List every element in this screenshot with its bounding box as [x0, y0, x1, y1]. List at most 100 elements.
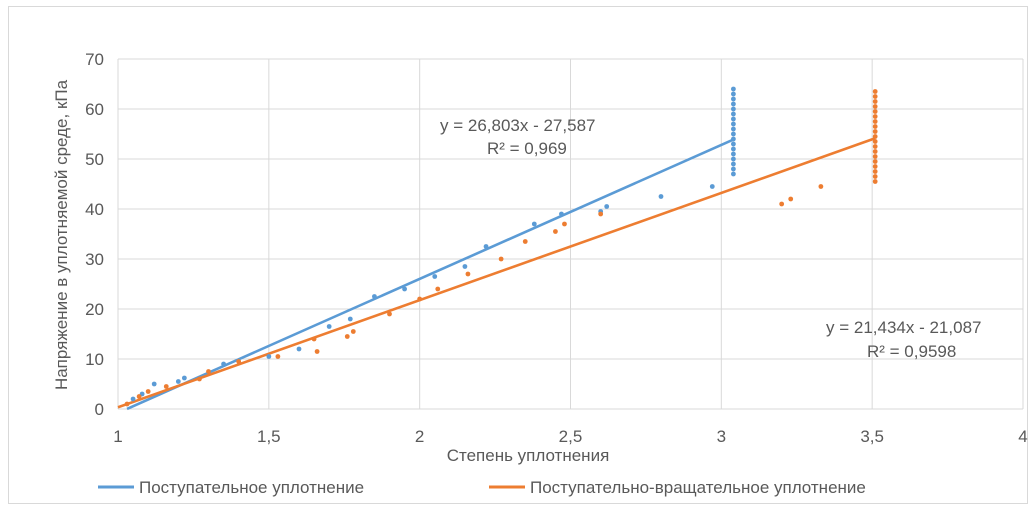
- data-point-series-2: [197, 376, 202, 382]
- data-point-series-2: [522, 239, 528, 244]
- y-tick-label: 40: [85, 200, 104, 219]
- data-point-series-1: [221, 361, 226, 367]
- data-point-series-1: [731, 121, 736, 127]
- data-point-series-2: [872, 159, 878, 164]
- trendline-series-2: [117, 137, 876, 409]
- data-point-series-2: [206, 369, 211, 374]
- data-point-series-2: [498, 256, 504, 262]
- data-point-series-2: [387, 311, 392, 317]
- data-point-series-2: [598, 211, 604, 217]
- data-point-series-1: [462, 264, 468, 269]
- data-point-series-2: [872, 139, 878, 144]
- x-axis-title: Степень уплотнения: [447, 446, 610, 465]
- data-point-series-1: [731, 151, 736, 157]
- data-point-series-1: [731, 91, 736, 97]
- x-tick-label: 4: [1018, 427, 1027, 446]
- data-point-series-1: [731, 136, 736, 142]
- data-point-series-1: [347, 316, 353, 322]
- data-point-series-1: [266, 354, 272, 359]
- data-point-series-1: [731, 116, 736, 122]
- data-point-series-1: [151, 381, 157, 387]
- grid-lines: [117, 58, 1024, 410]
- data-point-series-2: [872, 104, 878, 109]
- data-point-series-2: [465, 271, 471, 277]
- data-point-series-1: [731, 171, 736, 177]
- data-point-series-1: [432, 274, 438, 279]
- trendlines: [117, 137, 876, 411]
- data-point-series-2: [872, 134, 878, 139]
- data-point-series-2: [145, 389, 151, 394]
- data-point-series-1: [130, 396, 136, 402]
- trendline-r2-blue: R² = 0,969: [487, 139, 567, 158]
- data-point-series-2: [872, 119, 878, 124]
- data-point-series-1: [604, 204, 610, 209]
- y-tick-label: 50: [85, 150, 104, 169]
- data-point-series-1: [372, 294, 377, 299]
- data-point-series-1: [731, 106, 736, 112]
- data-point-series-1: [175, 379, 181, 384]
- data-point-series-2: [872, 169, 878, 174]
- data-point-series-1: [658, 194, 664, 199]
- data-point-series-2: [553, 229, 558, 234]
- x-tick-label: 2: [415, 427, 424, 446]
- y-tick-label: 10: [85, 350, 104, 369]
- data-point-series-2: [872, 164, 878, 169]
- data-point-series-1: [731, 111, 736, 117]
- data-point-series-2: [236, 359, 242, 364]
- x-tick-label: 3: [717, 427, 726, 446]
- data-point-series-2: [872, 154, 878, 159]
- data-point-series-1: [731, 96, 736, 102]
- data-point-series-2: [350, 329, 356, 334]
- data-point-series-2: [417, 296, 423, 302]
- data-point-series-2: [779, 201, 785, 207]
- legend-label-orange: Поступательно-вращательное уплотнение: [530, 478, 866, 497]
- data-point-series-1: [731, 86, 736, 92]
- data-point-series-1: [326, 324, 332, 329]
- data-point-series-1: [731, 126, 736, 132]
- data-point-series-1: [531, 221, 537, 227]
- data-point-series-2: [872, 174, 878, 179]
- trendline-r2-orange: R² = 0,9598: [867, 342, 956, 361]
- data-point-series-2: [872, 129, 878, 134]
- tick-labels: 0 10 20 30 40 50 60 70 1 1,5 2 2,5 3 3,5 4: [85, 50, 1028, 446]
- x-tick-label: 3,5: [860, 427, 884, 446]
- y-tick-label: 60: [85, 100, 104, 119]
- x-tick-label: 1,5: [257, 427, 281, 446]
- data-point-series-2: [435, 286, 441, 292]
- y-tick-label: 30: [85, 250, 104, 269]
- y-axis-title: Напряжение в уплотняемой среде, кПа: [52, 79, 71, 390]
- data-point-series-2: [872, 179, 878, 184]
- data-point-series-1: [731, 166, 736, 172]
- data-point-series-1: [731, 156, 736, 162]
- data-point-series-2: [788, 196, 794, 202]
- y-tick-label: 70: [85, 50, 104, 69]
- data-point-series-2: [872, 99, 878, 104]
- data-point-series-1: [402, 286, 407, 292]
- y-tick-label: 0: [95, 400, 104, 419]
- data-point-series-2: [872, 89, 878, 94]
- data-point-series-2: [818, 184, 824, 189]
- data-point-series-2: [872, 144, 878, 149]
- data-point-series-1: [731, 141, 736, 147]
- data-point-series-2: [872, 114, 878, 119]
- trendline-series-1: [126, 138, 734, 411]
- data-point-series-2: [872, 124, 878, 129]
- data-point-series-2: [314, 349, 320, 354]
- data-point-series-1: [483, 244, 489, 249]
- data-point-series-2: [311, 336, 317, 342]
- data-point-series-1: [709, 184, 715, 189]
- data-point-series-2: [872, 149, 878, 154]
- x-tick-label: 1: [113, 427, 122, 446]
- data-point-series-2: [344, 334, 350, 339]
- data-point-series-1: [181, 375, 187, 381]
- data-point-series-2: [275, 354, 281, 359]
- trendline-equation-orange: y = 21,434x - 21,087: [826, 318, 981, 337]
- x-tick-label: 2,5: [559, 427, 583, 446]
- data-point-series-2: [136, 394, 142, 399]
- legend-label-blue: Поступательное уплотнение: [139, 478, 364, 497]
- y-tick-label: 20: [85, 300, 104, 319]
- data-points: [124, 86, 878, 407]
- data-point-series-1: [731, 131, 736, 137]
- trendline-equation-blue: y = 26,803x - 27,587: [440, 116, 595, 135]
